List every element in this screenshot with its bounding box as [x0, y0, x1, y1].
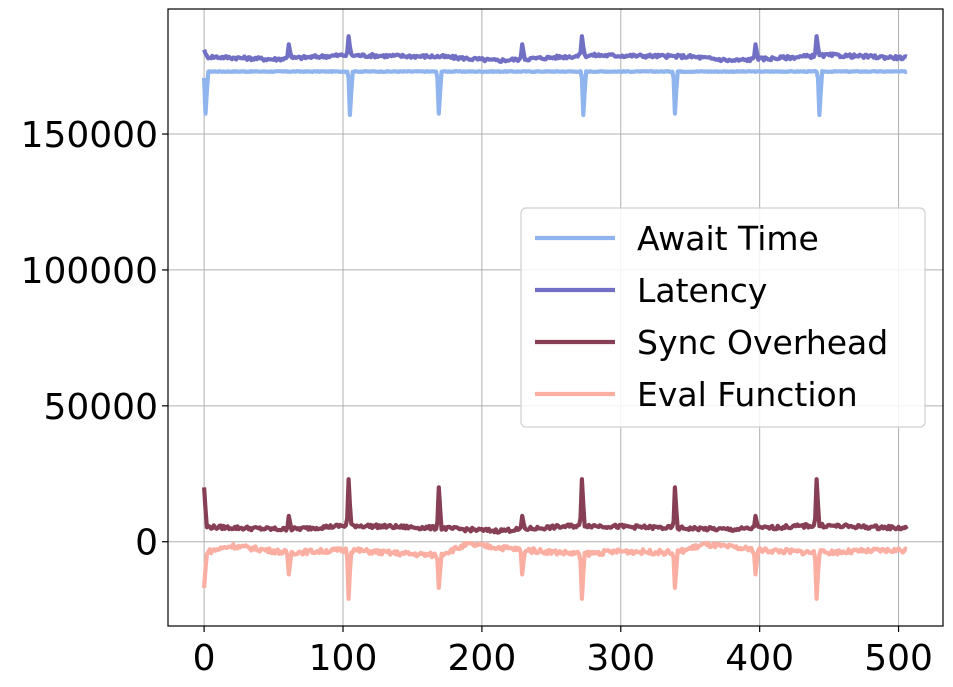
x-tick-label: 0 — [193, 638, 216, 679]
legend-label: Sync Overhead — [637, 323, 888, 362]
series-line-latency — [202, 34, 908, 64]
x-tick-label: 200 — [448, 638, 517, 679]
legend-label: Await Time — [637, 219, 819, 258]
y-tick-label: 0 — [135, 523, 158, 564]
y-tick-label: 100000 — [21, 251, 158, 292]
series-line-sync-overhead — [202, 477, 909, 535]
plot-frame — [167, 8, 944, 627]
x-tick-label: 300 — [586, 638, 655, 679]
legend-label: Eval Function — [637, 375, 858, 414]
legend: Await Time Latency Sync Overhead Eval Funct… — [520, 207, 926, 428]
y-axis: 0 50000 100000 150000 — [21, 115, 168, 564]
legend-box — [520, 207, 926, 428]
x-tick-label: 100 — [309, 638, 378, 679]
series-line-await-time — [202, 69, 908, 118]
x-axis: 0 100 200 300 400 500 — [193, 626, 933, 679]
x-tick-label: 400 — [725, 638, 794, 679]
series-line-eval-function — [202, 540, 908, 601]
y-tick-label: 50000 — [43, 387, 158, 428]
y-tick-label: 150000 — [21, 115, 158, 156]
x-tick-label: 500 — [864, 638, 933, 679]
legend-label: Latency — [637, 271, 767, 310]
series-layer — [202, 34, 909, 601]
